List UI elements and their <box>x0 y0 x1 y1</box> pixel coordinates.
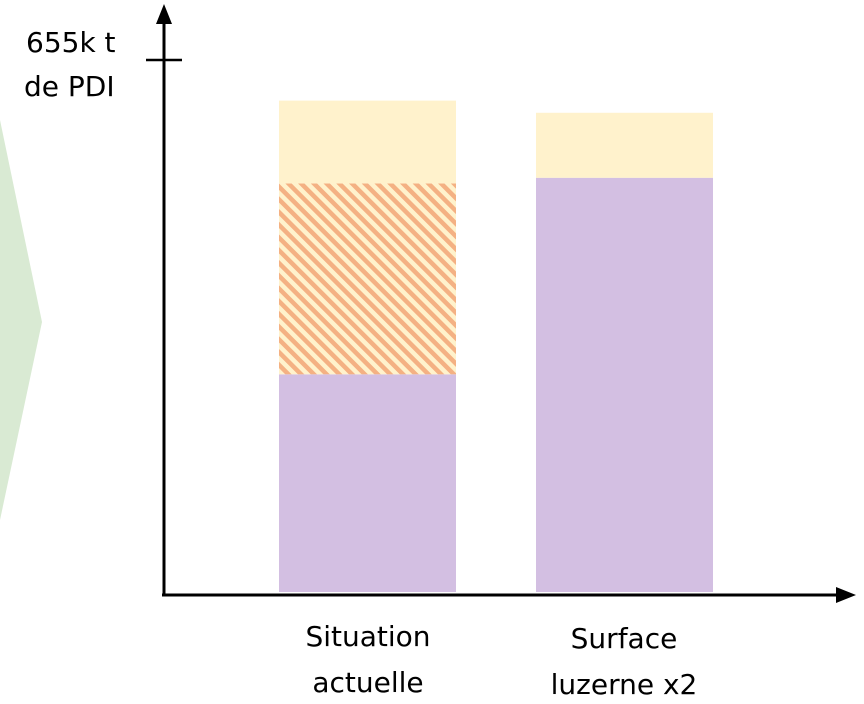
bars-group <box>279 100 713 592</box>
y-axis-arrowhead <box>156 4 172 24</box>
labels-group: 655k t de PDI Situation actuelle Surface… <box>24 26 697 701</box>
decorative-arrow-shape <box>0 120 42 520</box>
axes-group <box>146 4 856 603</box>
bar-segment-0-0 <box>279 374 456 592</box>
bar-segment-1-2 <box>536 112 713 178</box>
x-axis-arrowhead <box>836 587 856 603</box>
y-reference-label-line-1: 655k t <box>26 26 116 59</box>
bar-segment-1-0 <box>536 177 713 592</box>
category-label-0-line-1: Situation <box>305 620 430 653</box>
bar-segment-0-1 <box>279 183 456 375</box>
category-label-1-line-1: Surface <box>571 622 678 655</box>
category-label-0-line-2: actuelle <box>312 666 423 699</box>
bar-segment-0-2 <box>279 100 456 184</box>
category-label-1-line-2: luzerne x2 <box>551 668 698 701</box>
y-reference-label-line-2: de PDI <box>24 70 115 103</box>
